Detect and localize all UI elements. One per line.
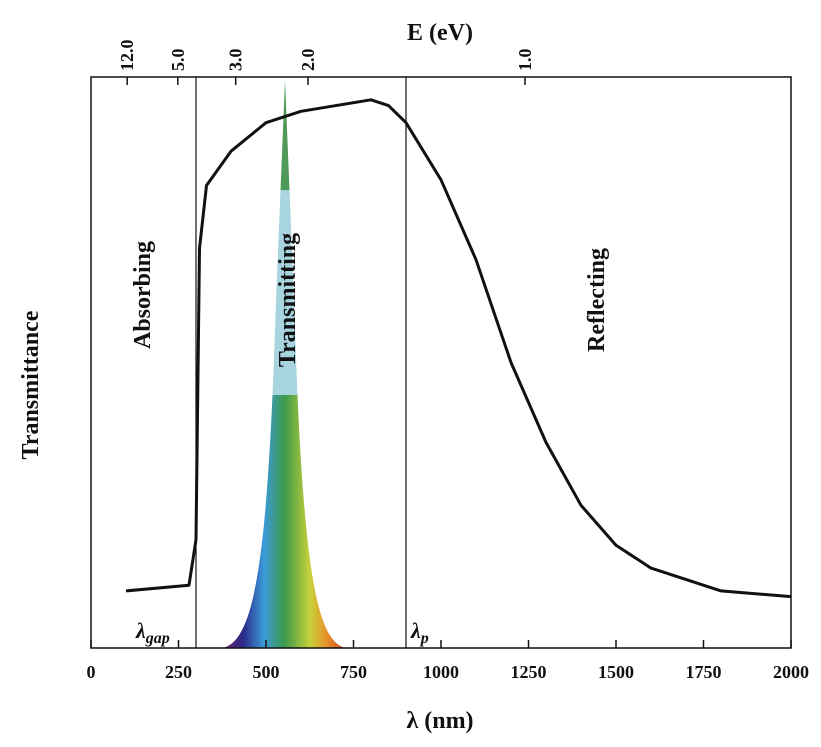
marker-symbol: λ: [135, 618, 146, 643]
region-label: Reflecting: [584, 248, 610, 352]
marker-subscript: p: [419, 630, 429, 647]
x-tick-label: 0: [87, 662, 96, 682]
marker-label: λp: [410, 618, 429, 647]
top-tick-label: 5.0: [168, 49, 188, 72]
x-tick-label: 1750: [686, 662, 722, 682]
top-tick-label: 1.0: [515, 49, 535, 72]
region-label: Absorbing: [130, 241, 156, 349]
top-tick-label: 3.0: [226, 49, 246, 72]
top-axis-label: E (eV): [407, 20, 473, 46]
x-tick-label: 1000: [423, 662, 459, 682]
region-label: Transmitting: [275, 233, 301, 367]
x-tick-label: 1500: [598, 662, 634, 682]
x-tick-label: 500: [253, 662, 280, 682]
marker-label: λgap: [135, 618, 170, 647]
transmittance-curve: [125, 98, 792, 599]
x-tick-label: 1250: [511, 662, 547, 682]
marker-subscript: gap: [145, 630, 170, 647]
x-tick-label: 2000: [773, 662, 809, 682]
x-tick-label: 750: [340, 662, 367, 682]
x-tick-label: 250: [165, 662, 192, 682]
top-tick-label: 2.0: [298, 49, 318, 72]
y-axis-label: Transmittance: [18, 310, 44, 459]
top-tick-label: 12.0: [117, 40, 137, 72]
marker-symbol: λ: [410, 618, 421, 643]
x-axis-label: λ (nm): [406, 708, 473, 734]
